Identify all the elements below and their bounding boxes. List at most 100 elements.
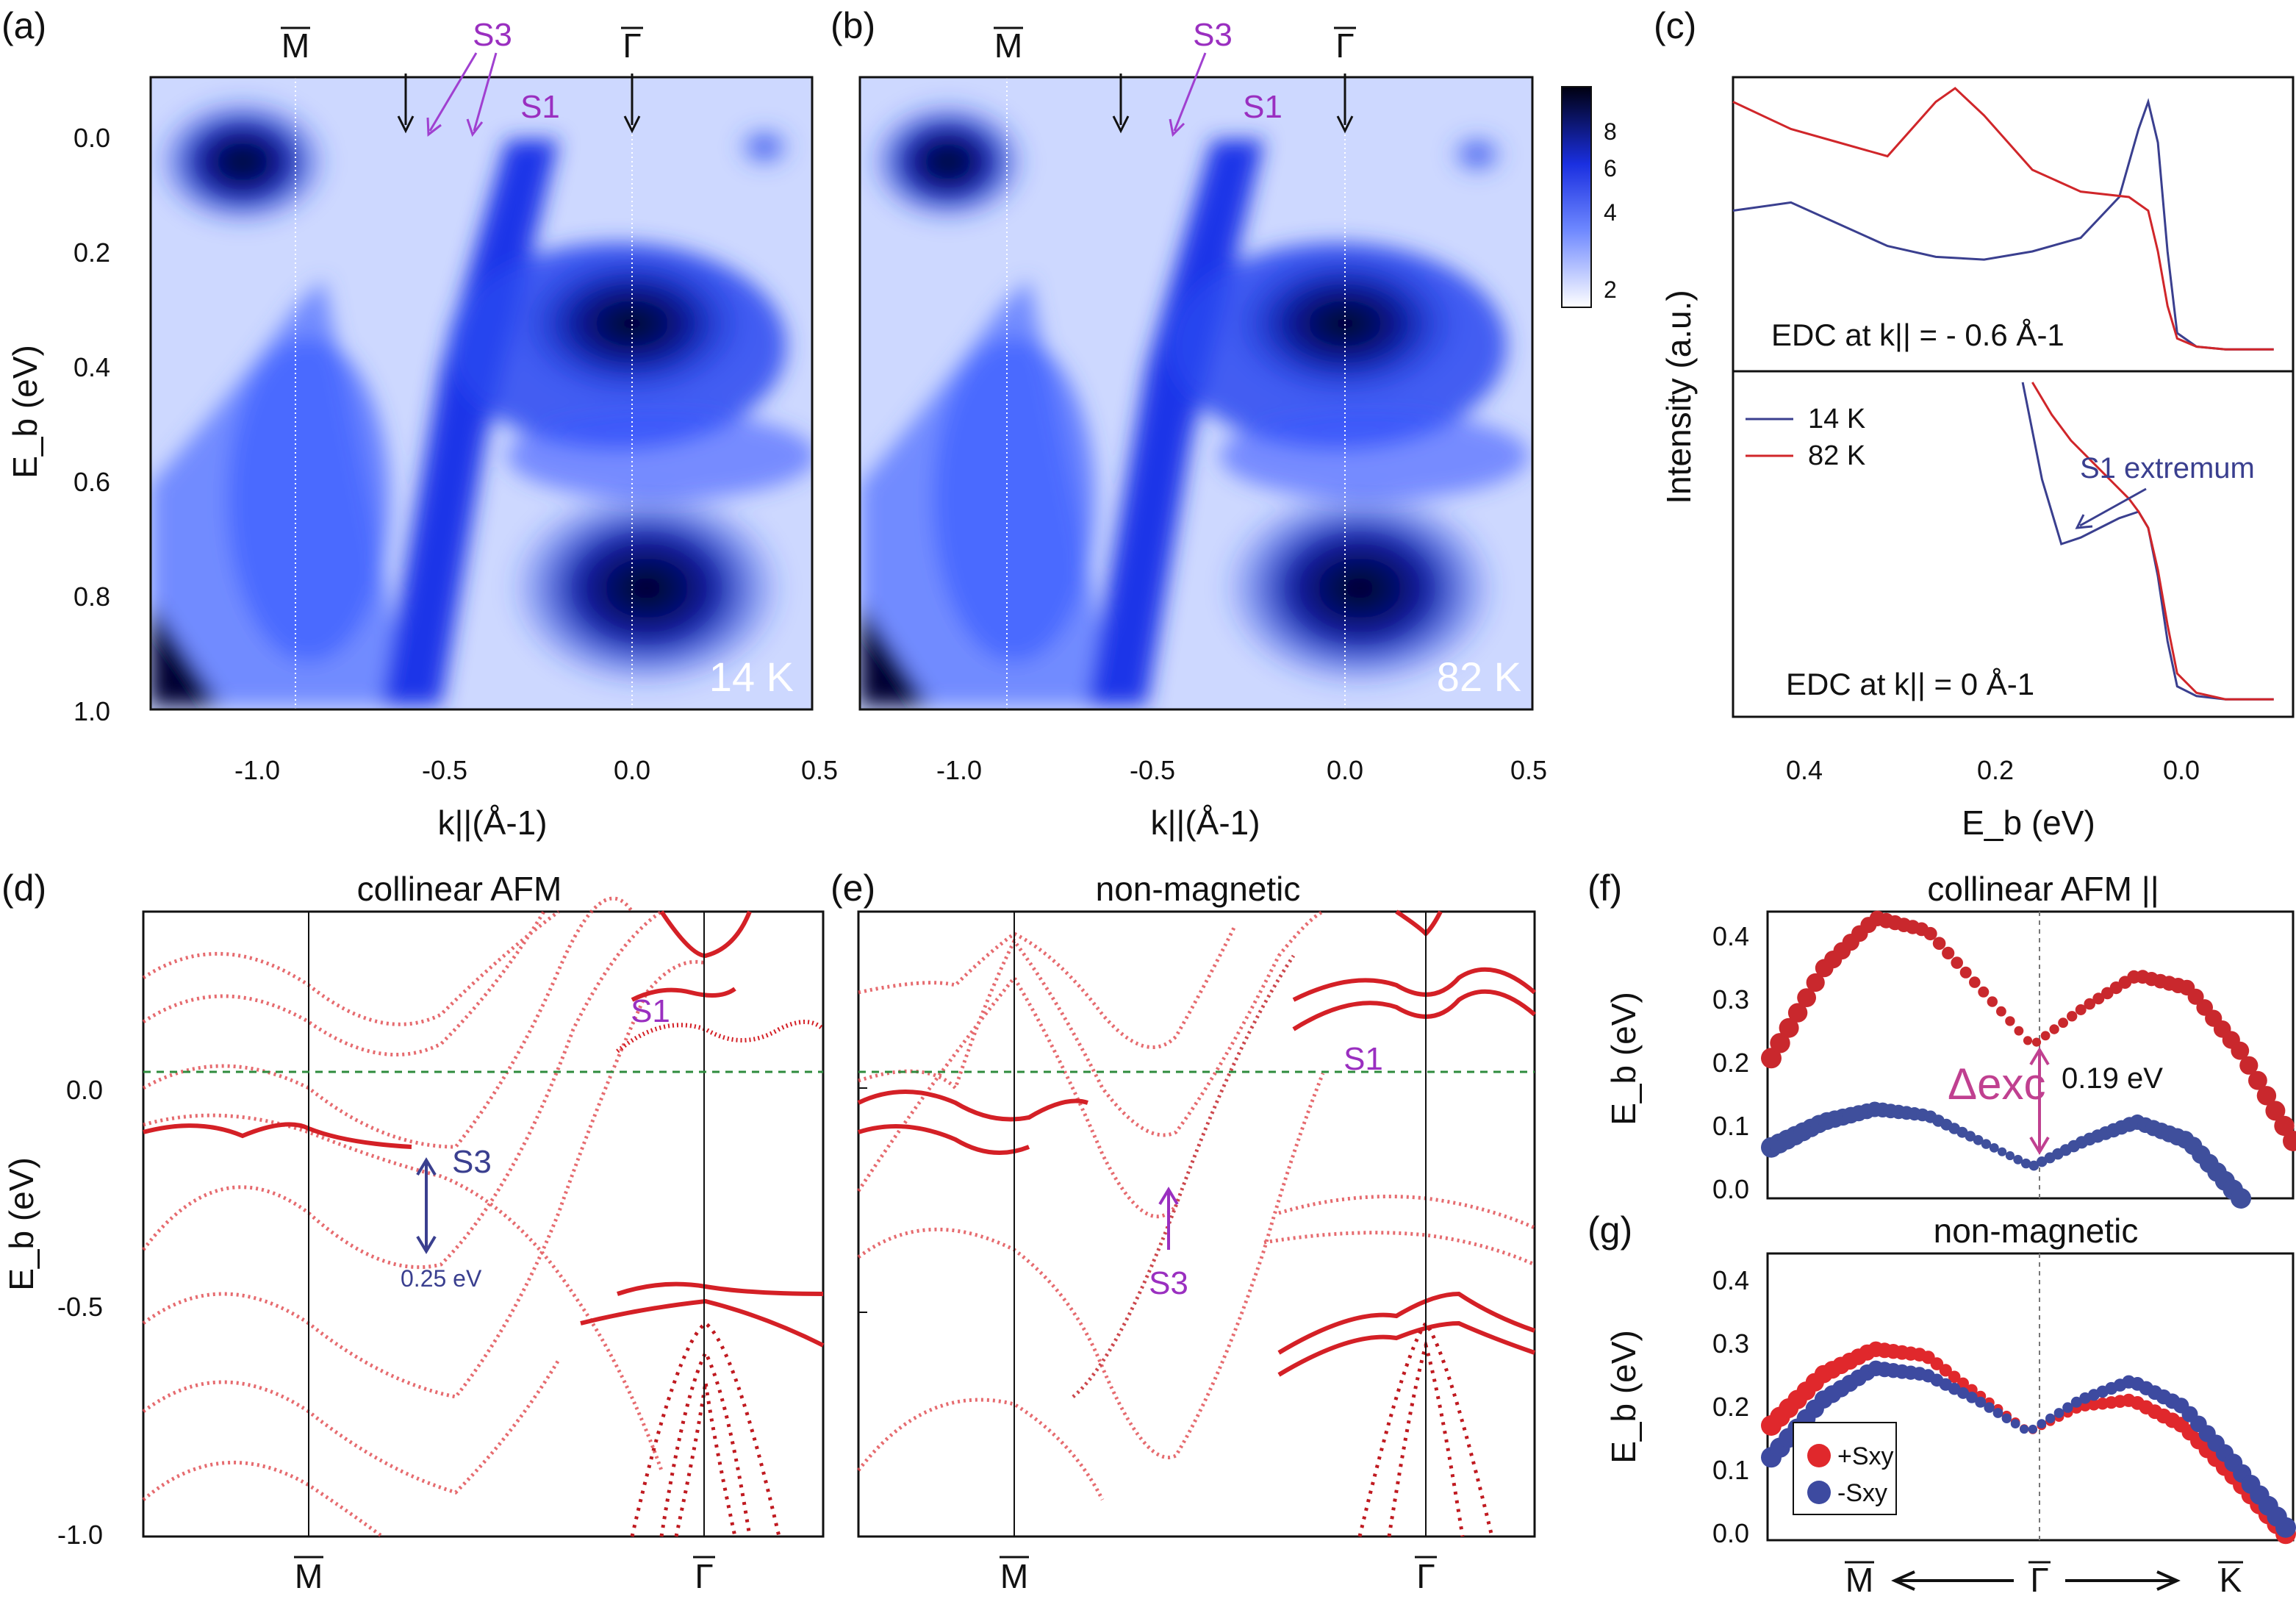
panel-c-bottom-curves <box>2021 382 2274 701</box>
ytick: -1.0 <box>57 1520 103 1550</box>
band-point-upper <box>2283 1131 2296 1151</box>
band-point-upper <box>2274 1115 2295 1137</box>
panel-b-sym-g: Γ <box>1335 26 1354 65</box>
panel-d-s1-label: S1 <box>631 993 670 1029</box>
ytick: 0.3 <box>1712 1328 1749 1359</box>
panel-c-xlabel: E_b (eV) <box>1962 804 2095 842</box>
band-point--sxy <box>2028 1424 2037 1434</box>
band-point-upper <box>1806 973 1825 992</box>
panel-c-annotation: S1 extremum <box>2080 452 2255 484</box>
band-point-upper <box>2248 1070 2267 1090</box>
band-point-lower <box>1973 1134 1984 1145</box>
xtick: 0.0 <box>1327 755 1363 785</box>
panel-a-ylabel: E_b (eV) <box>6 345 44 479</box>
band-point-upper <box>2031 1037 2042 1047</box>
band-point-upper <box>1770 1033 1790 1054</box>
band-point-upper <box>1978 986 1990 998</box>
xtick: -0.5 <box>422 755 467 785</box>
band-point--sxy <box>1984 1402 1995 1413</box>
band-point-upper <box>2023 1036 2033 1045</box>
panel-d-gap-label: 0.25 eV <box>401 1265 482 1292</box>
panel-a-sym-m: M <box>281 26 309 65</box>
panel-e-s1-label: S1 <box>1343 1041 1383 1077</box>
panel-g-direction-arrows <box>1891 1570 2181 1591</box>
panel-g-ylabel: E_b (eV) <box>1604 1330 1643 1464</box>
panel-b-xlabel: k||(Å-1) <box>1150 804 1260 842</box>
band-point-lower <box>2005 1151 2015 1161</box>
panel-a-label: (a) <box>1 5 46 46</box>
ytick: 0.2 <box>1712 1392 1749 1422</box>
colorbar: 8 6 4 2 <box>1561 86 1617 308</box>
band-point-+sxy <box>1930 1357 1944 1370</box>
edc-curve-82k <box>1732 87 2274 351</box>
legend-swatch-minus <box>1807 1481 1831 1504</box>
panel-b-temp: 82 K <box>1437 654 1521 700</box>
panel-e-s3-label: S3 <box>1149 1265 1188 1301</box>
ytick: 0.0 <box>1712 1174 1749 1204</box>
panel-g-title: non-magnetic <box>1934 1212 2139 1250</box>
ytick: 0.0 <box>73 123 110 153</box>
panel-a-temp: 14 K <box>709 654 794 700</box>
panel-d-sym-g: Γ <box>695 1557 713 1595</box>
colorbar-tick: 6 <box>1604 155 1617 182</box>
panel-c-top-curves <box>1732 87 2274 351</box>
edc-curve-14k <box>1732 98 2274 351</box>
panel-d-ylabel: E_b (eV) <box>2 1157 40 1291</box>
panel-c-ylabel: Intensity (a.u.) <box>1660 290 1698 504</box>
ytick: 0.8 <box>73 582 110 612</box>
panel-a-s1-label: S1 <box>520 89 560 125</box>
band-point--sxy <box>2010 1419 2020 1428</box>
xtick: 0.5 <box>801 755 838 785</box>
band-point-upper <box>2256 1086 2277 1106</box>
edc-curve-14k <box>2021 382 2274 701</box>
panel-f-series <box>1761 910 2296 1209</box>
band-point-lower <box>1998 1147 2007 1156</box>
panel-c-top-note: EDC at k|| = - 0.6 Å-1 <box>1771 318 2064 352</box>
ytick: 0.4 <box>73 352 110 382</box>
panel-e-sym-g: Γ <box>1416 1557 1435 1595</box>
panel-a-arrows <box>397 52 641 137</box>
band-point--sxy <box>1975 1396 1987 1408</box>
band-point-upper <box>1761 1048 1782 1069</box>
band-point-upper <box>2067 1011 2078 1022</box>
band-point-lower <box>1956 1126 1968 1138</box>
panel-e-title: non-magnetic <box>1096 870 1301 908</box>
panel-d-label: (d) <box>1 868 46 909</box>
xtick: 0.5 <box>1510 755 1547 785</box>
band-point-lower <box>2231 1188 2251 1209</box>
panel-c-label: (c) <box>1654 5 1696 46</box>
arpes-map-a <box>151 77 812 709</box>
panel-d-s3-label: S3 <box>452 1144 492 1180</box>
legend-14k: 14 K <box>1808 404 1865 434</box>
panel-c-legend: 14 K 82 K <box>1746 404 1865 471</box>
panel-b-xticks: -1.0 -0.5 0.0 0.5 <box>936 755 1547 785</box>
band-point--sxy <box>2070 1396 2082 1408</box>
band-point--sxy <box>2079 1392 2091 1404</box>
ytick: 0.1 <box>1712 1455 1749 1485</box>
xtick: 0.2 <box>1977 755 2014 785</box>
panel-d-gap-arrow <box>416 1157 437 1254</box>
panel-e-sym-m: M <box>1000 1557 1028 1595</box>
panel-c-annotation-arrowhead <box>2075 514 2093 529</box>
panel-e-bands-strong <box>857 909 1536 1377</box>
panel-g-label: (g) <box>1588 1209 1632 1251</box>
panel-g-sym-k: K <box>2220 1561 2242 1599</box>
band-point-lower <box>2028 1160 2040 1171</box>
ytick: 1.0 <box>73 696 110 726</box>
xtick: 0.4 <box>1786 755 1823 785</box>
band-point--sxy <box>2053 1408 2064 1418</box>
ytick: 0.2 <box>73 237 110 268</box>
band-point-upper <box>2084 998 2095 1010</box>
band-point-lower <box>2013 1154 2023 1165</box>
legend-82k: 82 K <box>1808 440 1865 471</box>
band-point-upper <box>1987 996 1998 1007</box>
panel-d-cone <box>630 1320 781 1537</box>
band-point-upper <box>1969 976 1981 988</box>
panel-a-s3-label: S3 <box>473 17 512 53</box>
panel-d-yticks: 0.0 -0.5 -1.0 <box>57 1075 103 1550</box>
band-point--sxy <box>2275 1517 2296 1538</box>
panel-c-xticks: 0.4 0.2 0.0 <box>1786 755 2200 785</box>
panel-d-title: collinear AFM <box>357 870 562 908</box>
band-point-+sxy <box>1948 1370 1961 1384</box>
